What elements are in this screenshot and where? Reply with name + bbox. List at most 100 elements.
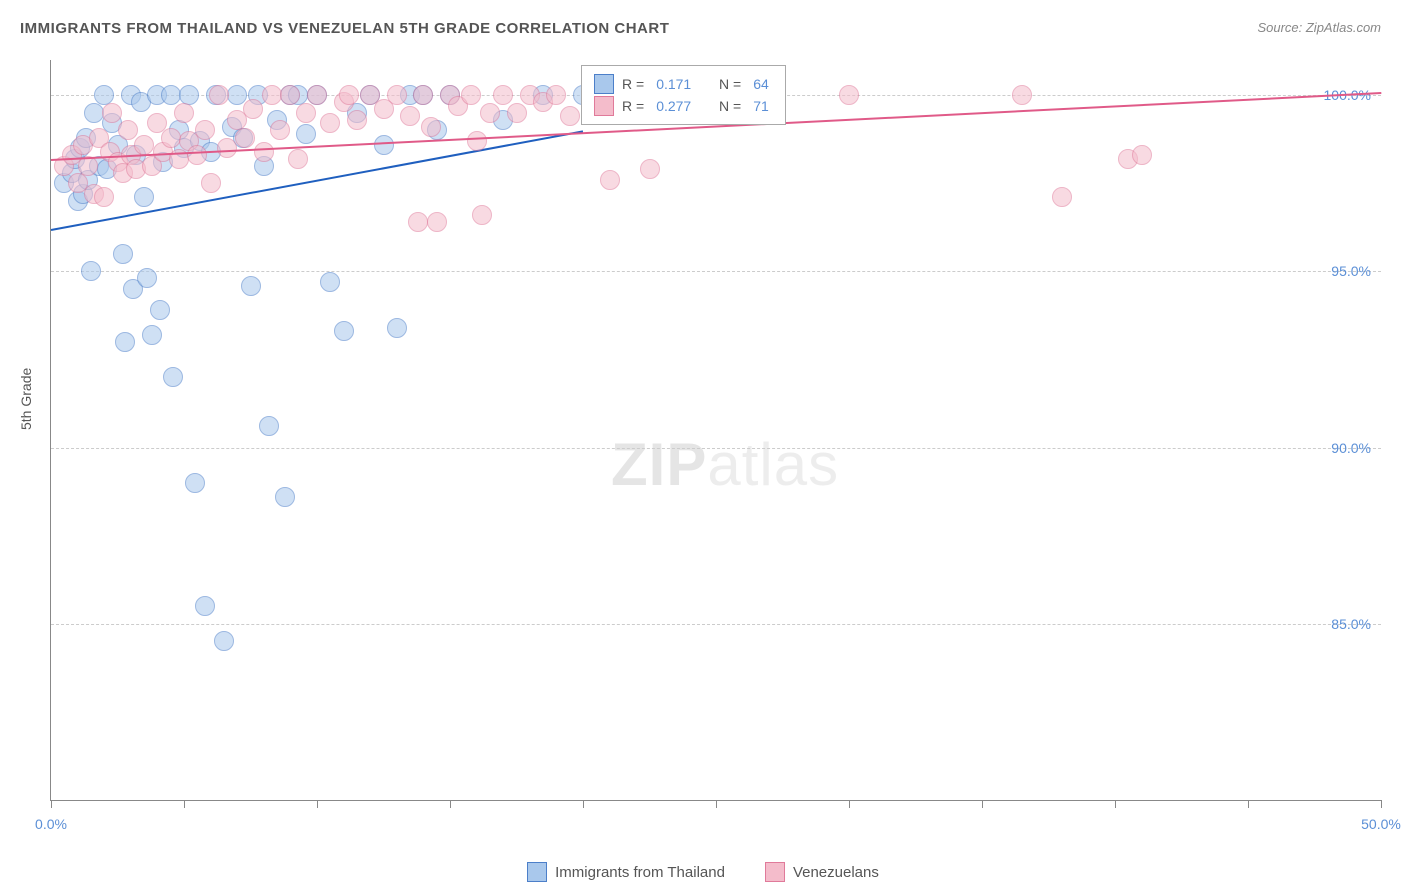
gridline [51, 624, 1381, 625]
scatter-point [1012, 85, 1032, 105]
scatter-point [241, 276, 261, 296]
scatter-point [102, 103, 122, 123]
watermark: ZIPatlas [611, 430, 839, 499]
scatter-point [400, 106, 420, 126]
scatter-point [134, 135, 154, 155]
source-label: Source: ZipAtlas.com [1257, 20, 1381, 35]
scatter-point [137, 268, 157, 288]
legend-series-name: Immigrants from Thailand [555, 864, 725, 881]
scatter-point [243, 99, 263, 119]
scatter-point [235, 128, 255, 148]
scatter-point [546, 85, 566, 105]
scatter-point [480, 103, 500, 123]
scatter-point [115, 332, 135, 352]
scatter-point [161, 85, 181, 105]
legend-item: Immigrants from Thailand [527, 862, 725, 882]
x-tick [317, 800, 318, 808]
scatter-point [467, 131, 487, 151]
gridline [51, 448, 1381, 449]
scatter-point [134, 187, 154, 207]
scatter-point [227, 85, 247, 105]
scatter-point [472, 205, 492, 225]
legend-row: R =0.171 N =64 [594, 74, 773, 94]
x-tick [51, 800, 52, 808]
chart-plot-area: ZIPatlas R = 0.171 N = 64 R = 0.277 N = 71 85… [50, 60, 1381, 801]
scatter-point [320, 272, 340, 292]
scatter-point [81, 261, 101, 281]
scatter-point [339, 85, 359, 105]
scatter-point [347, 110, 367, 130]
r-value: 0.277 [656, 98, 691, 114]
r-value: 0.171 [656, 76, 691, 92]
legend-item: Venezuelans [765, 862, 879, 882]
y-tick-label: 85.0% [1331, 616, 1371, 632]
scatter-point [217, 138, 237, 158]
scatter-point [201, 173, 221, 193]
scatter-point [296, 103, 316, 123]
x-tick [1381, 800, 1382, 808]
scatter-point [150, 300, 170, 320]
scatter-point [275, 487, 295, 507]
y-tick-label: 90.0% [1331, 440, 1371, 456]
legend-swatch [594, 74, 614, 94]
scatter-point [288, 149, 308, 169]
scatter-point [640, 159, 660, 179]
scatter-point [427, 212, 447, 232]
scatter-point [421, 117, 441, 137]
scatter-point [560, 106, 580, 126]
scatter-point [461, 85, 481, 105]
legend-series-name: Venezuelans [793, 864, 879, 881]
scatter-point [408, 212, 428, 232]
x-tick [982, 800, 983, 808]
scatter-point [187, 145, 207, 165]
n-value: 71 [753, 98, 769, 114]
scatter-point [1052, 187, 1072, 207]
scatter-point [113, 244, 133, 264]
scatter-point [296, 124, 316, 144]
legend-swatch [527, 862, 547, 882]
scatter-point [94, 187, 114, 207]
scatter-point [142, 325, 162, 345]
n-value: 64 [753, 76, 769, 92]
scatter-point [214, 631, 234, 651]
gridline [51, 271, 1381, 272]
x-tick-label: 0.0% [35, 816, 67, 832]
y-axis-label: 5th Grade [18, 368, 34, 430]
x-tick [716, 800, 717, 808]
x-tick [184, 800, 185, 808]
scatter-point [507, 103, 527, 123]
x-tick [1248, 800, 1249, 808]
scatter-point [1132, 145, 1152, 165]
scatter-point [174, 103, 194, 123]
series-legend: Immigrants from Thailand Venezuelans [0, 862, 1406, 882]
scatter-point [387, 85, 407, 105]
scatter-point [195, 120, 215, 140]
scatter-point [195, 596, 215, 616]
scatter-point [254, 142, 274, 162]
n-label: N = [719, 76, 741, 92]
scatter-point [161, 128, 181, 148]
x-tick [849, 800, 850, 808]
x-tick-label: 50.0% [1361, 816, 1401, 832]
x-tick [450, 800, 451, 808]
scatter-point [84, 103, 104, 123]
y-tick-label: 95.0% [1331, 263, 1371, 279]
legend-swatch [594, 96, 614, 116]
scatter-point [320, 113, 340, 133]
scatter-point [413, 85, 433, 105]
scatter-point [209, 85, 229, 105]
x-tick [1115, 800, 1116, 808]
scatter-point [493, 85, 513, 105]
legend-swatch [765, 862, 785, 882]
x-tick [583, 800, 584, 808]
scatter-point [600, 170, 620, 190]
scatter-point [118, 120, 138, 140]
scatter-point [387, 318, 407, 338]
r-label: R = [622, 98, 644, 114]
n-label: N = [719, 98, 741, 114]
scatter-point [270, 120, 290, 140]
scatter-point [259, 416, 279, 436]
scatter-point [185, 473, 205, 493]
scatter-point [280, 85, 300, 105]
legend-row: R = 0.277 N = 71 [594, 96, 773, 116]
